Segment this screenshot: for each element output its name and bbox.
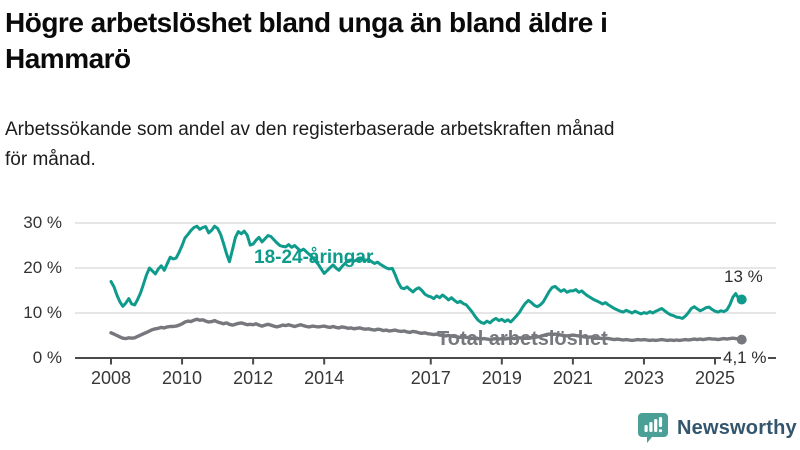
x-tick-label: 2012 [233, 368, 274, 388]
x-tick-label: 2010 [162, 368, 203, 388]
title-line-1: Högre arbetslöshet bland unga än bland ä… [5, 7, 608, 38]
x-tick-label: 2017 [410, 368, 451, 388]
end-dot [736, 334, 747, 345]
end-value-label-youth: 13 % [724, 267, 763, 286]
subtitle-line-2: för månad. [5, 149, 96, 171]
x-tick-label: 2025 [694, 368, 736, 388]
chart-subtitle: Arbetssökande som andel av den registerb… [5, 115, 785, 176]
bar-chart-bubble-icon [638, 413, 668, 443]
x-tick-label: 2019 [481, 368, 522, 388]
series-label-youth: 18-24-åringar [254, 247, 374, 268]
newsworthy-logo: Newsworthy [638, 412, 797, 444]
x-tick-label: 2021 [552, 368, 593, 388]
y-tick-label: 20 % [23, 258, 62, 277]
page-title: Högre arbetslöshet bland unga än bland ä… [5, 5, 785, 77]
subtitle-line-1: Arbetssökande som andel av den registerb… [5, 119, 615, 140]
x-tick-label: 2023 [623, 368, 664, 388]
line-youth [109, 224, 744, 325]
end-value-label-total: 4,1 % [721, 348, 769, 368]
x-tick-label: 2008 [90, 368, 132, 388]
x-tick-label: 2014 [304, 368, 345, 388]
y-tick-label: 10 % [23, 303, 62, 322]
title-line-2: Hammarö [5, 42, 131, 74]
brand-wordmark: Newsworthy [677, 417, 797, 439]
line-chart-svg [75, 222, 776, 365]
y-tick-label: 30 % [23, 213, 62, 232]
y-tick-label: 0 % [32, 348, 62, 367]
line-total [109, 317, 744, 343]
series-label-total: Total arbetslöshet [437, 328, 608, 350]
end-dot [736, 294, 747, 305]
